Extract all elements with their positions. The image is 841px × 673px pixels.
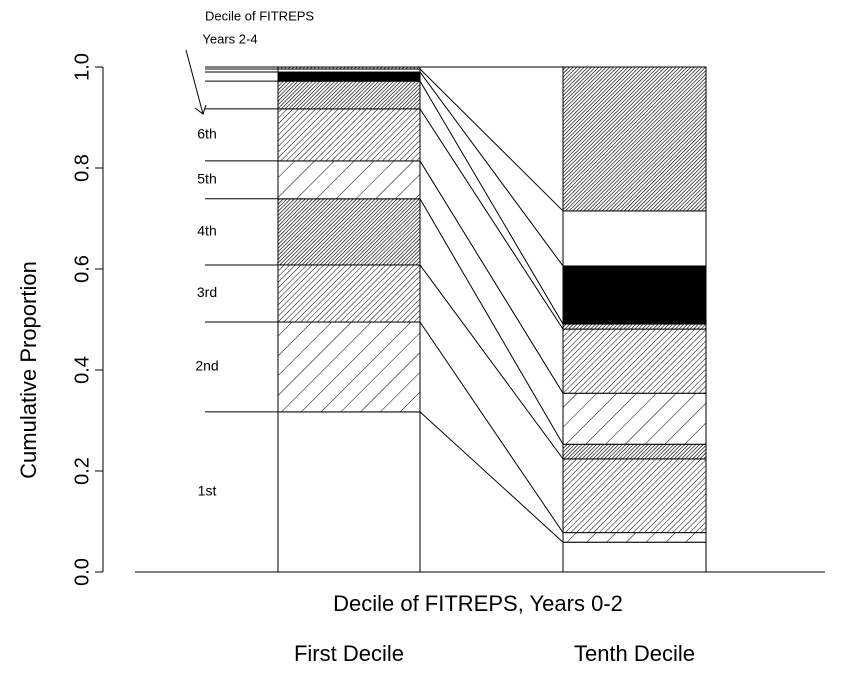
bar-segment (562, 443, 707, 460)
bar-segment (562, 458, 707, 534)
bar-segment (562, 265, 707, 325)
bar-segment (562, 392, 707, 445)
y-axis-label: Cumulative Proportion (16, 261, 41, 479)
segment-label: 4th (197, 223, 216, 239)
bar-segment (277, 198, 421, 266)
y-tick-label: 0.0 (71, 558, 93, 586)
connector (419, 411, 564, 543)
bar-segment (562, 323, 707, 330)
y-tick-label: 1.0 (71, 53, 93, 81)
segment-label: 2nd (195, 358, 218, 374)
segment-label: 5th (197, 171, 216, 187)
annotation: Decile of FITREPS (205, 8, 314, 23)
x-axis-label: Decile of FITREPS, Years 0-2 (333, 591, 623, 616)
bar-segment (277, 160, 421, 200)
y-tick-label: 0.6 (71, 255, 93, 283)
connector (419, 160, 564, 394)
bar-segment (277, 108, 421, 162)
bar-segment (277, 71, 421, 82)
segment-label: 1st (198, 483, 217, 499)
y-tick-label: 0.2 (71, 457, 93, 485)
bar-segment (277, 321, 421, 413)
segment-label: 3rd (197, 284, 217, 300)
bar-segment (562, 541, 707, 573)
bar-segment (562, 210, 707, 267)
bar-segment (277, 264, 421, 323)
annotation: Years 2-4 (202, 31, 257, 46)
y-tick-label: 0.4 (71, 356, 93, 384)
bar-segment (562, 532, 707, 543)
annotation-arrow (194, 104, 207, 115)
connector (419, 264, 564, 460)
x-tick-label: Tenth Decile (574, 641, 695, 666)
connector (419, 71, 564, 267)
annotation-arrow (185, 49, 204, 115)
bar-segment (277, 411, 421, 573)
x-tick-label: First Decile (294, 641, 404, 666)
segment-label: 6th (197, 126, 216, 142)
connector (419, 80, 564, 325)
bar-segment (277, 66, 421, 70)
bar-segment (562, 328, 707, 394)
connector (419, 198, 564, 445)
y-tick-label: 0.8 (71, 154, 93, 182)
connector (419, 108, 564, 330)
bar-segment (562, 66, 707, 212)
connector (419, 321, 564, 533)
connector (419, 68, 564, 212)
bar-segment (277, 80, 421, 110)
